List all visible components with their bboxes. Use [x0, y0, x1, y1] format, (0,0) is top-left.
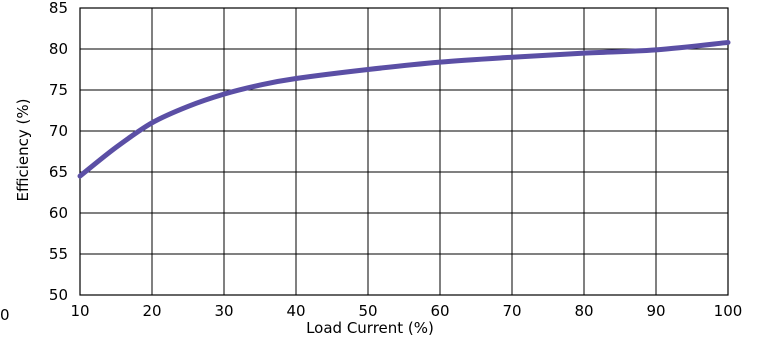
y-tick-label: 65	[49, 163, 68, 181]
y-tick-label: 85	[49, 0, 68, 17]
x-tick-label: 60	[430, 302, 449, 320]
x-tick-label: 80	[574, 302, 593, 320]
x-tick-label: 100	[714, 302, 743, 320]
y-tick-label: 80	[49, 40, 68, 58]
plot-frame	[79, 7, 729, 296]
x-tick-label: 20	[142, 302, 161, 320]
x-axis-title: Load Current (%)	[306, 319, 434, 337]
x-tick-label: 50	[358, 302, 377, 320]
x-tick-label: 70	[502, 302, 521, 320]
x-tick-label: 90	[646, 302, 665, 320]
x-tick-label: 40	[286, 302, 305, 320]
grid-lines	[80, 8, 728, 295]
y-tick-label: 50	[49, 286, 68, 304]
x-tick-label: 30	[214, 302, 233, 320]
stray-label: 0	[0, 306, 10, 324]
y-axis-title: Efficiency (%)	[14, 99, 32, 202]
y-tick-label: 75	[49, 81, 68, 99]
y-tick-label: 55	[49, 245, 68, 263]
series-lines	[77, 39, 731, 179]
series-line	[77, 39, 731, 179]
tick-labels: 10 20 30 40 50 60 70 80 90 100 50 55 60 65 70 75 80 85	[49, 0, 742, 320]
y-tick-label: 70	[49, 122, 68, 140]
x-tick-label: 10	[70, 302, 89, 320]
y-tick-label: 60	[49, 204, 68, 222]
